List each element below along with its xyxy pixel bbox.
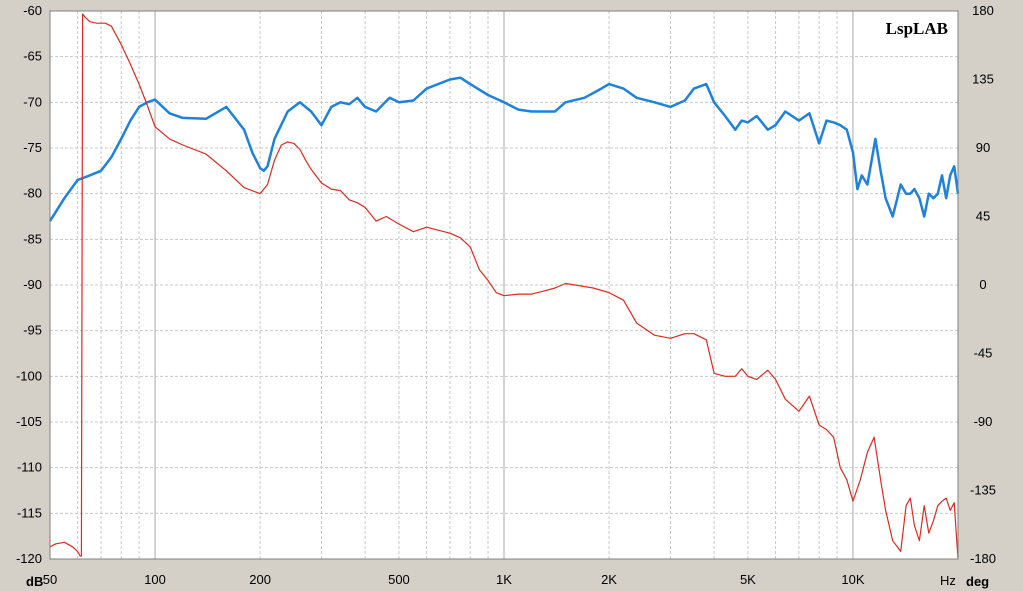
phase-curve bbox=[49, 13, 959, 560]
right-tick-label: 135 bbox=[972, 72, 994, 87]
x-tick-label: 500 bbox=[388, 572, 410, 587]
curves bbox=[48, 13, 960, 560]
right-tick-label: 90 bbox=[976, 140, 990, 155]
x-tick-label: 50 bbox=[43, 572, 57, 587]
right-tick-label: -45 bbox=[974, 346, 993, 361]
magnitude-curve bbox=[48, 76, 960, 222]
grid bbox=[50, 11, 958, 559]
x-tick-label: 5K bbox=[740, 572, 756, 587]
right-tick-label: 45 bbox=[976, 209, 990, 224]
left-tick-label: -120 bbox=[16, 551, 42, 566]
x-tick-label: 100 bbox=[144, 572, 166, 587]
right-axis-unit: deg bbox=[966, 574, 989, 589]
x-tick-label: 200 bbox=[249, 572, 271, 587]
left-axis-unit: dB bbox=[26, 574, 43, 589]
brand-logo-text: LspLAB bbox=[886, 19, 948, 38]
left-tick-label: -85 bbox=[23, 231, 42, 246]
left-axis-ticks: -60 -65 -70 -75 -80 -85 -90 -95 -100 -105 -110 -115… bbox=[16, 3, 42, 566]
right-tick-label: -180 bbox=[970, 551, 996, 566]
right-tick-label: -90 bbox=[974, 414, 993, 429]
x-axis-ticks: 50 100 200 500 1K 2K 5K 10K bbox=[43, 572, 865, 587]
right-tick-label: -135 bbox=[970, 483, 996, 498]
left-tick-label: -110 bbox=[17, 460, 42, 475]
right-axis-ticks: 180 135 90 45 0 -45 -90 -135 -180 bbox=[970, 3, 996, 566]
left-tick-label: -90 bbox=[23, 277, 42, 292]
x-tick-label: 1K bbox=[496, 572, 512, 587]
x-tick-label: 2K bbox=[601, 572, 617, 587]
left-tick-label: -105 bbox=[16, 414, 42, 429]
left-tick-label: -115 bbox=[17, 505, 42, 520]
left-tick-label: -100 bbox=[16, 368, 42, 383]
x-tick-label: 10K bbox=[841, 572, 864, 587]
left-tick-label: -75 bbox=[23, 140, 42, 155]
left-tick-label: -95 bbox=[23, 323, 42, 338]
left-tick-label: -80 bbox=[23, 186, 42, 201]
right-tick-label: 180 bbox=[972, 3, 994, 18]
plot-frame bbox=[49, 10, 959, 560]
right-tick-label: 0 bbox=[979, 277, 986, 292]
left-tick-label: -65 bbox=[23, 49, 42, 64]
x-axis-unit: Hz bbox=[940, 573, 956, 588]
left-tick-label: -70 bbox=[23, 94, 42, 109]
left-tick-label: -60 bbox=[23, 3, 42, 18]
